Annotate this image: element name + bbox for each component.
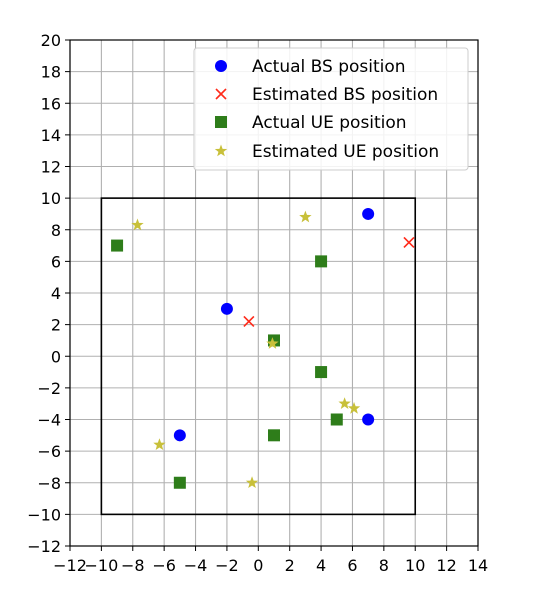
region-boundary-box [100, 197, 417, 516]
legend-label-actual-ue: Actual UE position [252, 113, 407, 133]
legend-marker-estimated-bs [215, 88, 227, 100]
x-tick-label: 12 [436, 556, 456, 575]
estimated-ue-point [338, 397, 351, 409]
estimated-ue-point [347, 401, 361, 414]
y-tick-label: 0 [51, 347, 61, 366]
y-tick-label: 16 [41, 94, 61, 113]
actual-bs-point [362, 207, 375, 220]
estimated-ue-point [299, 210, 312, 223]
actual-ue-point [315, 255, 328, 268]
actual-ue-point [315, 366, 328, 379]
x-tick-label: 4 [316, 556, 326, 575]
y-tick-label: −12 [27, 537, 61, 556]
estimated-bs-point-stroke [243, 315, 255, 328]
estimated-bs-point [243, 315, 255, 328]
axis-ticks: −12−10 −8 −6 −4 −2 0 2 4 6 8 10 12 14−12−10−8−6−4−20… [27, 31, 488, 575]
data-points [111, 207, 415, 489]
x-tick-label: 8 [379, 556, 389, 575]
x-tick-label: 14 [468, 556, 488, 575]
x-tick-label: 6 [347, 556, 357, 575]
x-tick-label: 0 [253, 556, 263, 575]
y-tick-label: 18 [41, 63, 61, 82]
y-tick-label: −6 [37, 442, 61, 461]
y-tick-label: 20 [41, 31, 61, 50]
legend-label-actual-bs: Actual BS position [252, 57, 406, 77]
y-tick-label: 2 [51, 316, 61, 335]
legend-label-estimated-ue: Estimated UE position [252, 142, 439, 162]
x-tick-label: −10 [85, 556, 119, 575]
y-tick-label: −10 [27, 505, 61, 524]
x-tick-label: 2 [285, 556, 295, 575]
y-tick-label: −8 [37, 474, 61, 493]
actual-bs-point [220, 302, 233, 315]
actual-ue-point [111, 239, 124, 252]
y-tick-label: 14 [41, 126, 61, 145]
y-tick-label: 4 [51, 284, 61, 303]
actual-bs-point [362, 413, 375, 426]
y-tick-label: 8 [51, 221, 61, 240]
legend-label-estimated-bs: Estimated BS position [252, 85, 438, 105]
estimated-bs-point-stroke [403, 236, 415, 248]
legend-marker-estimated-bs-stroke [215, 88, 227, 100]
legend-marker-estimated-ue [214, 144, 228, 157]
y-tick-label: 12 [41, 158, 61, 177]
legend-markers [214, 60, 228, 157]
x-tick-label: 10 [405, 556, 425, 575]
actual-ue-point [268, 429, 280, 442]
actual-bs-point [173, 429, 186, 442]
actual-ue-point [330, 413, 343, 426]
y-tick-label: 10 [41, 189, 61, 208]
x-tick-label: −8 [121, 556, 145, 575]
estimated-bs-point [403, 236, 415, 248]
estimated-ue-point [245, 476, 259, 489]
legend: Actual BS position Estimated BS position… [193, 47, 469, 171]
x-tick-label: −6 [152, 556, 176, 575]
estimated-ue-point [153, 438, 166, 451]
actual-ue-point [173, 476, 186, 489]
y-tick-label: −2 [37, 379, 61, 398]
y-tick-label: 6 [51, 252, 61, 271]
legend-marker-actual-ue [215, 116, 227, 128]
y-tick-label: −4 [37, 411, 61, 430]
legend-box [193, 47, 469, 171]
legend-marker-actual-bs [215, 60, 227, 72]
estimated-ue-point [131, 218, 144, 231]
estimated-ue-point [266, 337, 279, 349]
x-tick-label: −4 [184, 556, 208, 575]
x-tick-label: −12 [53, 556, 87, 575]
x-tick-label: −2 [215, 556, 239, 575]
